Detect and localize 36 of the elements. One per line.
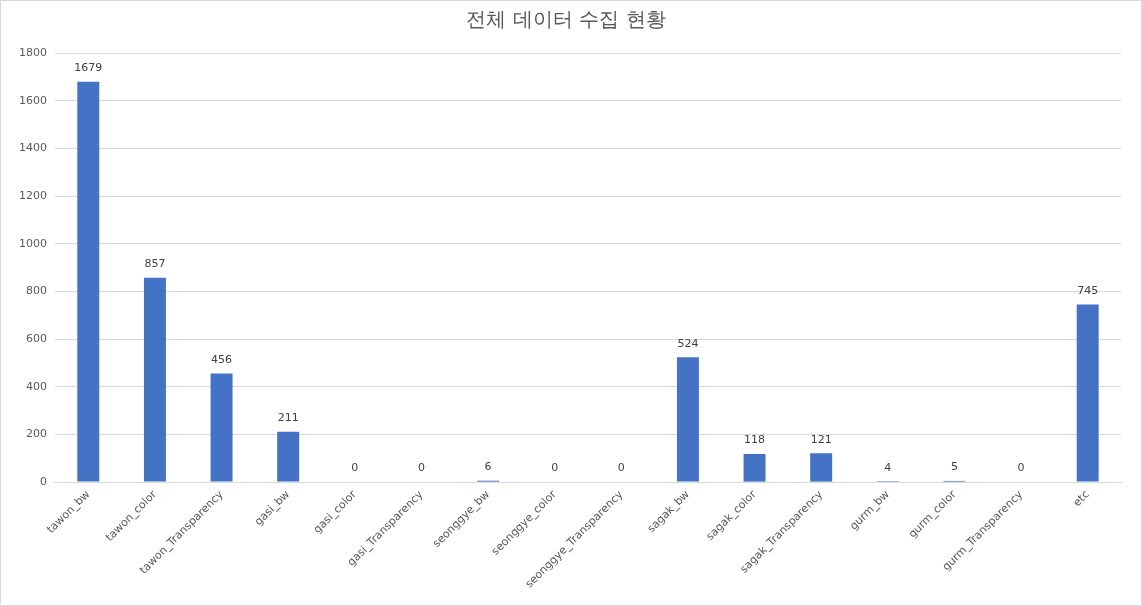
x-tick-label: etc	[1070, 487, 1092, 510]
data-label: 0	[1017, 461, 1025, 475]
bar	[143, 277, 166, 482]
y-tick-label: 0	[39, 474, 47, 488]
data-label: 0	[417, 461, 425, 475]
data-label: 745	[1077, 283, 1099, 297]
bar	[743, 453, 766, 482]
y-tick-label: 1400	[18, 141, 47, 155]
y-tick-label: 1800	[18, 45, 47, 59]
data-label: 211	[277, 411, 299, 425]
data-label: 0	[351, 461, 359, 475]
data-label: 524	[677, 336, 699, 350]
data-label: 456	[211, 352, 233, 366]
y-tick-label: 1000	[18, 236, 47, 250]
data-label: 6	[484, 460, 492, 474]
data-label: 0	[551, 461, 559, 475]
y-tick-label: 800	[25, 284, 47, 298]
y-tick-label: 600	[25, 331, 47, 345]
y-tick-label: 200	[25, 427, 47, 441]
bar	[277, 431, 300, 482]
data-label: 0	[617, 461, 625, 475]
data-label: 121	[810, 432, 832, 446]
data-label: 118	[744, 433, 766, 447]
data-label: 857	[144, 257, 166, 271]
bar	[210, 373, 233, 482]
y-tick-label: 400	[25, 379, 47, 393]
y-tick-label: 1200	[18, 188, 47, 202]
bar	[676, 357, 699, 482]
bar	[77, 81, 100, 482]
data-label: 4	[884, 460, 892, 474]
data-label: 1679	[74, 61, 103, 75]
bar	[810, 453, 833, 482]
bar	[1076, 304, 1099, 482]
y-tick-label: 1600	[18, 93, 47, 107]
chart-title: 전체 데이터 수집 현황	[466, 7, 666, 32]
data-label: 5	[950, 460, 958, 474]
